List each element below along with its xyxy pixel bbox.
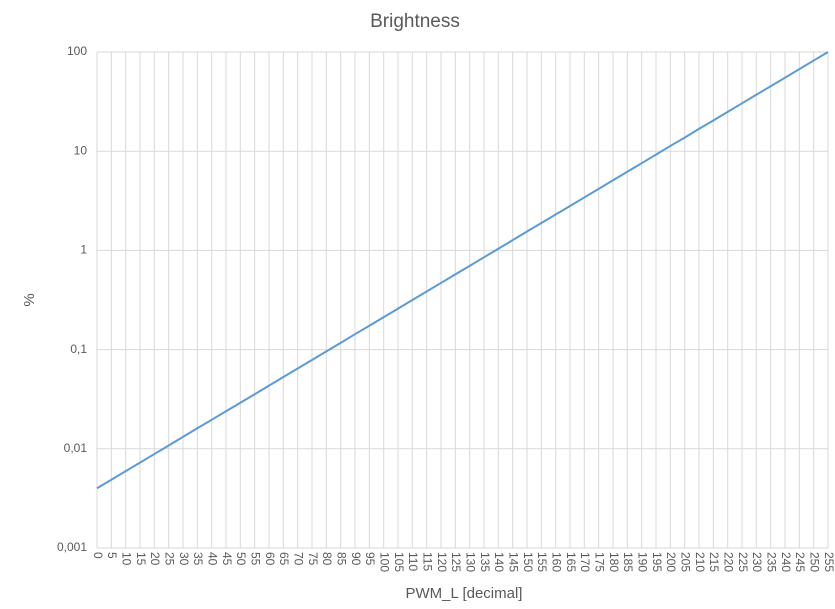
x-tick-label: 210 [693,552,707,572]
x-tick-label: 115 [420,552,434,571]
y-tick-label: 100 [67,44,87,58]
x-tick-label: 145 [506,552,520,572]
x-tick-label: 195 [650,552,664,572]
y-tick-label: 0,01 [64,441,88,455]
x-tick-label: 135 [478,552,492,572]
x-tick-label: 25 [162,552,176,566]
x-tick-label: 110 [406,552,420,571]
x-tick-label: 80 [320,552,334,566]
x-tick-label: 105 [392,552,406,572]
x-tick-label: 120 [435,552,449,572]
x-tick-label: 185 [621,552,635,572]
x-tick-label: 140 [492,552,506,572]
x-tick-label: 170 [578,552,592,572]
x-tick-label: 30 [177,552,191,566]
x-tick-label: 245 [793,552,807,572]
x-tick-label: 155 [535,552,549,572]
x-tick-label: 10 [119,552,133,566]
x-tick-label: 50 [234,552,248,566]
x-tick-label: 15 [134,552,148,566]
x-tick-label: 125 [449,552,463,572]
x-tick-label: 200 [664,552,678,572]
x-tick-label: 55 [248,552,262,566]
x-tick-label: 255 [822,552,835,572]
x-tick-label: 250 [807,552,821,572]
x-axis-label: PWM_L [decimal] [406,585,523,602]
y-tick-label: 0,1 [70,342,87,356]
x-tick-label: 60 [263,552,277,566]
x-tick-label: 5 [105,552,119,559]
y-tick-label: 1 [80,243,87,257]
x-tick-label: 225 [736,552,750,572]
x-tick-label: 190 [635,552,649,572]
y-axis-label: % [21,293,38,306]
x-tick-label: 35 [191,552,205,566]
x-tick-label: 175 [592,552,606,572]
x-tick-label: 160 [549,552,563,572]
x-tick-label: 180 [607,552,621,572]
x-tick-label: 215 [707,552,721,572]
x-tick-label: 100 [377,552,391,572]
x-tick-label: 45 [220,552,234,566]
x-tick-label: 165 [564,552,578,572]
y-tick-label: 0,001 [57,540,87,554]
x-tick-label: 130 [463,552,477,572]
x-tick-label: 230 [750,552,764,572]
x-tick-label: 85 [334,552,348,566]
x-tick-label: 65 [277,552,291,566]
chart-title: Brightness [370,11,460,32]
x-tick-label: 70 [291,552,305,566]
x-tick-label: 235 [764,552,778,572]
x-tick-label: 150 [521,552,535,572]
x-tick-label: 0 [91,552,105,559]
x-tick-label: 205 [678,552,692,572]
x-tick-label: 40 [205,552,219,566]
x-tick-label: 95 [363,552,377,566]
x-tick-label: 20 [148,552,162,566]
x-tick-label: 240 [779,552,793,572]
data-line [96,51,829,490]
x-tick-label: 90 [349,552,363,566]
x-tick-label: 75 [306,552,320,566]
y-tick-label: 10 [74,143,88,157]
x-tick-label: 220 [721,552,735,572]
